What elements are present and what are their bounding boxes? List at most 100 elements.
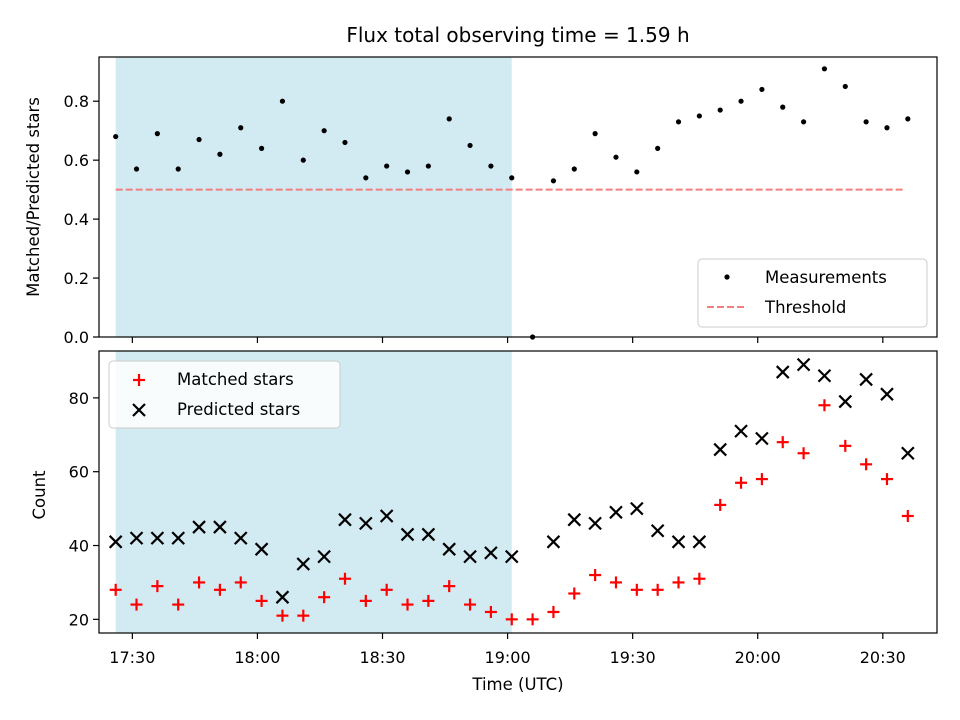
legend-predicted-label: Predicted stars — [177, 400, 300, 419]
predicted-stars-point — [254, 542, 269, 556]
predicted-stars-point-b — [108, 535, 123, 549]
predicted-stars-point — [796, 357, 811, 372]
predicted-stars-point — [630, 501, 644, 516]
measurement-point — [238, 125, 244, 131]
measurement-point — [321, 128, 327, 134]
bottom-ytick-label: 40 — [69, 537, 89, 556]
top-y-axis-title: Matched/Predicted stars — [24, 97, 43, 297]
measurement-point — [154, 131, 160, 137]
matched-stars-point — [109, 583, 122, 596]
predicted-stars-point — [192, 520, 206, 534]
matched-stars-point — [693, 572, 706, 585]
predicted-stars-point — [817, 368, 832, 383]
top-ytick-label: 0.8 — [64, 92, 89, 111]
matched-stars-point — [651, 583, 664, 596]
predicted-stars-point-b — [463, 549, 477, 564]
predicted-stars-point-b — [817, 368, 832, 383]
measurement-point — [196, 136, 202, 143]
predicted-stars-point — [713, 442, 727, 457]
legend-measurements-marker — [724, 274, 730, 280]
measurement-point — [133, 166, 140, 172]
matched-stars-point — [255, 594, 268, 607]
measurement-point — [279, 98, 286, 104]
measurement-point — [884, 125, 890, 131]
matched-stars-point — [359, 594, 372, 607]
matched-stars-point — [714, 498, 727, 511]
predicted-stars-point — [108, 535, 123, 549]
predicted-stars-point-b — [338, 512, 352, 527]
measurement-point — [863, 119, 869, 125]
predicted-stars-point-b — [775, 365, 790, 379]
predicted-stars-point — [734, 424, 748, 438]
legend-measurements-label: Measurements — [765, 268, 887, 287]
predicted-stars-point — [755, 431, 769, 446]
bottom-yticks-group: 20 40 60 80 — [69, 389, 99, 629]
legend-threshold-label: Threshold — [764, 298, 846, 317]
matched-stars-point — [464, 598, 477, 611]
matched-stars-point — [172, 598, 185, 611]
predicted-stars-point-b — [192, 520, 206, 534]
predicted-stars-point — [213, 520, 227, 534]
predicted-stars-point — [317, 549, 331, 564]
predicted-stars-point-b — [379, 509, 394, 523]
top-ytick-label: 0.0 — [64, 328, 89, 347]
bottom-ytick-label: 80 — [69, 389, 89, 408]
predicted-stars-point-b — [650, 523, 665, 538]
predicted-stars-point — [859, 372, 873, 387]
measurement-point — [800, 119, 807, 125]
measurement-point — [342, 139, 348, 146]
matched-stars-point — [297, 609, 310, 622]
matched-stars-point — [380, 583, 393, 596]
x-tick-label: 17:30 — [109, 648, 155, 667]
predicted-stars-point — [880, 387, 894, 401]
matched-stars-point — [130, 598, 143, 611]
x-tick-label: 18:00 — [234, 648, 280, 667]
top-legend: Measurements Threshold — [697, 258, 928, 328]
top-plot-frame — [98, 56, 938, 338]
measurement-point — [113, 133, 119, 140]
predicted-stars-point-b — [400, 527, 415, 542]
bottom-ytick-label: 60 — [69, 463, 89, 482]
measurement-point — [571, 166, 577, 172]
predicted-stars-point-b — [275, 590, 290, 604]
predicted-stars-point — [150, 531, 165, 545]
observing-interval-shade — [115, 57, 512, 337]
predicted-stars-point — [671, 535, 686, 549]
predicted-stars-point — [838, 394, 853, 409]
top-legend-box — [697, 258, 928, 328]
measurement-point — [655, 145, 661, 151]
predicted-stars-point — [463, 549, 477, 564]
measurement-point — [696, 113, 702, 119]
top-shade-group — [115, 57, 512, 337]
predicted-stars-point — [504, 549, 519, 564]
matched-stars-point — [213, 583, 226, 596]
top-marks-group — [113, 66, 911, 340]
x-tick-label: 19:30 — [610, 648, 656, 667]
measurement-point — [425, 163, 431, 169]
measurement-point — [738, 98, 744, 104]
predicted-stars-point-b — [630, 501, 644, 516]
bottom-y-axis-title: Count — [30, 470, 49, 520]
predicted-stars-point-b — [317, 549, 331, 564]
matched-stars-point — [735, 476, 748, 489]
predicted-stars-point — [567, 512, 582, 527]
predicted-stars-point — [546, 535, 561, 549]
bottom-panel: 20 40 60 80 17:30 18:00 18:30 19:00 19:30 20:00 2… — [30, 350, 938, 694]
matched-stars-point — [151, 580, 164, 593]
matched-stars-point — [755, 473, 768, 486]
x-tick-label: 19:00 — [485, 648, 531, 667]
legend-matched-label: Matched stars — [177, 370, 294, 389]
predicted-stars-point-b — [546, 535, 561, 549]
top-ytick-label: 0.2 — [64, 269, 89, 288]
bottom-xticks-group: 17:30 18:00 18:30 19:00 19:30 20:00 20:30 — [109, 633, 906, 667]
predicted-stars-point-b — [359, 516, 373, 531]
predicted-stars-point-b — [755, 431, 769, 446]
measurement-point — [384, 163, 390, 169]
predicted-stars-point — [338, 512, 352, 527]
matched-stars-point — [797, 447, 810, 460]
bottom-marks-group — [108, 357, 915, 626]
measurement-point — [717, 107, 723, 113]
predicted-stars-point-b — [213, 520, 227, 534]
predicted-stars-point-b — [734, 424, 748, 438]
measurement-point — [675, 119, 682, 125]
